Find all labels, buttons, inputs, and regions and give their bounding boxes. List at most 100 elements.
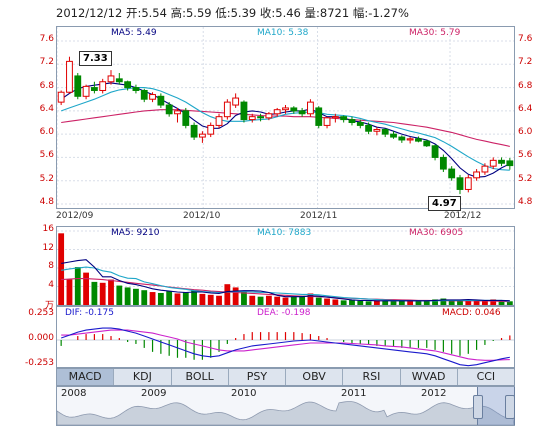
tab-cci[interactable]: CCI	[476, 370, 496, 383]
volume-bar	[58, 233, 65, 305]
volume-bar	[498, 300, 505, 305]
candle-body	[223, 101, 231, 118]
header-close: 5.46	[275, 6, 301, 20]
volume-bar	[282, 297, 289, 305]
candle-body	[307, 101, 314, 115]
price-ma30-label: MA30: 5.79	[409, 28, 461, 38]
volume-bar	[108, 279, 114, 305]
volume-ma5-line	[61, 259, 510, 302]
volume-bar	[440, 298, 447, 305]
timeline-year-2012: 2012	[421, 388, 447, 399]
volume-bar	[357, 300, 364, 305]
volume-bar	[257, 296, 264, 305]
header-open-label: 开:	[125, 6, 142, 20]
candle-body	[464, 177, 472, 190]
candle-body	[423, 140, 431, 147]
volume-bar	[290, 296, 297, 305]
candle-body	[182, 110, 190, 126]
volume-bars-plot	[57, 230, 514, 305]
candle-body	[348, 119, 356, 124]
volume-bar	[506, 301, 513, 305]
candle-body	[66, 60, 73, 93]
tab-obv[interactable]: OBV	[286, 369, 344, 385]
volume-bar	[448, 299, 455, 305]
volume-bar	[216, 295, 222, 305]
volume-bar	[432, 299, 438, 305]
macd-y-tick: 0.000	[28, 333, 54, 343]
volume-bar	[241, 291, 247, 305]
candle-body	[506, 160, 514, 167]
header-vol: 8721	[319, 6, 350, 20]
volume-ma5-label: MA5: 9210	[111, 228, 160, 238]
volume-bar	[373, 300, 380, 305]
timeline-right-handle[interactable]	[505, 395, 515, 419]
candle-body	[265, 113, 273, 119]
macd-dea-line	[61, 329, 510, 361]
candle-body	[149, 94, 156, 100]
header-vol-label: 量:	[304, 6, 320, 20]
volume-bar	[83, 272, 89, 305]
price-y-left-tick: 7.2	[39, 57, 54, 68]
volume-bar	[457, 300, 463, 305]
low-callout: 4.97	[428, 196, 461, 211]
candle-body	[240, 101, 248, 121]
volume-y-tick: 万	[44, 301, 54, 311]
indicator-tabs: MACD KDJ BOLL PSY OBV RSI WVAD CCI	[56, 368, 515, 386]
price-candles-plot	[57, 27, 514, 208]
volume-bar	[66, 279, 73, 305]
tab-psy[interactable]: PSY	[229, 369, 286, 385]
candle-body	[398, 136, 406, 141]
volume-bar	[340, 300, 347, 305]
tab-macd[interactable]: MACD	[57, 369, 115, 385]
candle-body	[140, 89, 148, 100]
timeline-navigator[interactable]: 2008 2009 2010 2011 2012	[56, 386, 515, 426]
header-high-label: 高:	[170, 6, 186, 20]
candle-body	[406, 138, 414, 141]
volume-panel[interactable]: MA5: 9210 MA10: 7883 MA30: 6905	[56, 226, 515, 306]
volume-bar	[232, 287, 239, 305]
volume-bar	[191, 290, 198, 305]
candle-body	[431, 145, 439, 158]
header-low-label: 低:	[215, 6, 231, 20]
volume-bar	[407, 300, 414, 305]
tab-wvad[interactable]: WVAD	[401, 369, 458, 385]
candle-body	[481, 165, 489, 173]
price-panel[interactable]: MA5: 5.49 MA10: 5.38 MA30: 5.79 7.33 4.9…	[56, 26, 515, 211]
volume-bar	[490, 299, 497, 305]
price-y-left-tick: 4.8	[39, 197, 54, 207]
volume-bar	[149, 292, 156, 305]
candle-body	[248, 116, 256, 121]
volume-y-tick: 16	[42, 224, 54, 234]
tab-rsi[interactable]: RSI	[343, 369, 401, 385]
volume-bar	[157, 292, 164, 305]
timeline-left-handle[interactable]	[473, 395, 483, 419]
volume-bar	[91, 281, 98, 305]
price-x-tick: 2012/12	[444, 211, 482, 221]
price-y-right-tick: 5.6	[518, 150, 533, 161]
macd-panel[interactable]: DIF: -0.175 DEA: -0.198 MACD: 0.046	[56, 306, 515, 368]
volume-bar	[415, 301, 422, 305]
candle-body	[74, 75, 82, 97]
price-y-left-tick: 5.2	[39, 173, 54, 184]
volume-bar	[473, 300, 480, 305]
volume-bar	[116, 285, 123, 305]
candle-body	[82, 85, 90, 97]
volume-bar	[382, 300, 389, 305]
candle-body	[199, 133, 206, 138]
price-y-right-tick: 5.2	[518, 173, 533, 184]
candle-body	[157, 95, 165, 106]
candle-body	[456, 177, 464, 190]
candle-body	[473, 171, 481, 179]
candle-body	[282, 107, 289, 111]
volume-bar	[365, 301, 372, 305]
candle-body	[165, 104, 173, 115]
candle-body	[232, 97, 240, 106]
candle-body	[340, 116, 348, 121]
macd-y-tick: -0.253	[24, 358, 54, 368]
timeline-year-2008: 2008	[61, 388, 87, 399]
tab-boll[interactable]: BOLL	[172, 369, 229, 385]
candle-body	[323, 117, 331, 126]
price-y-left-tick: 6.8	[39, 80, 54, 91]
volume-y-tick: 8	[48, 261, 54, 271]
tab-kdj[interactable]: KDJ	[114, 369, 172, 385]
